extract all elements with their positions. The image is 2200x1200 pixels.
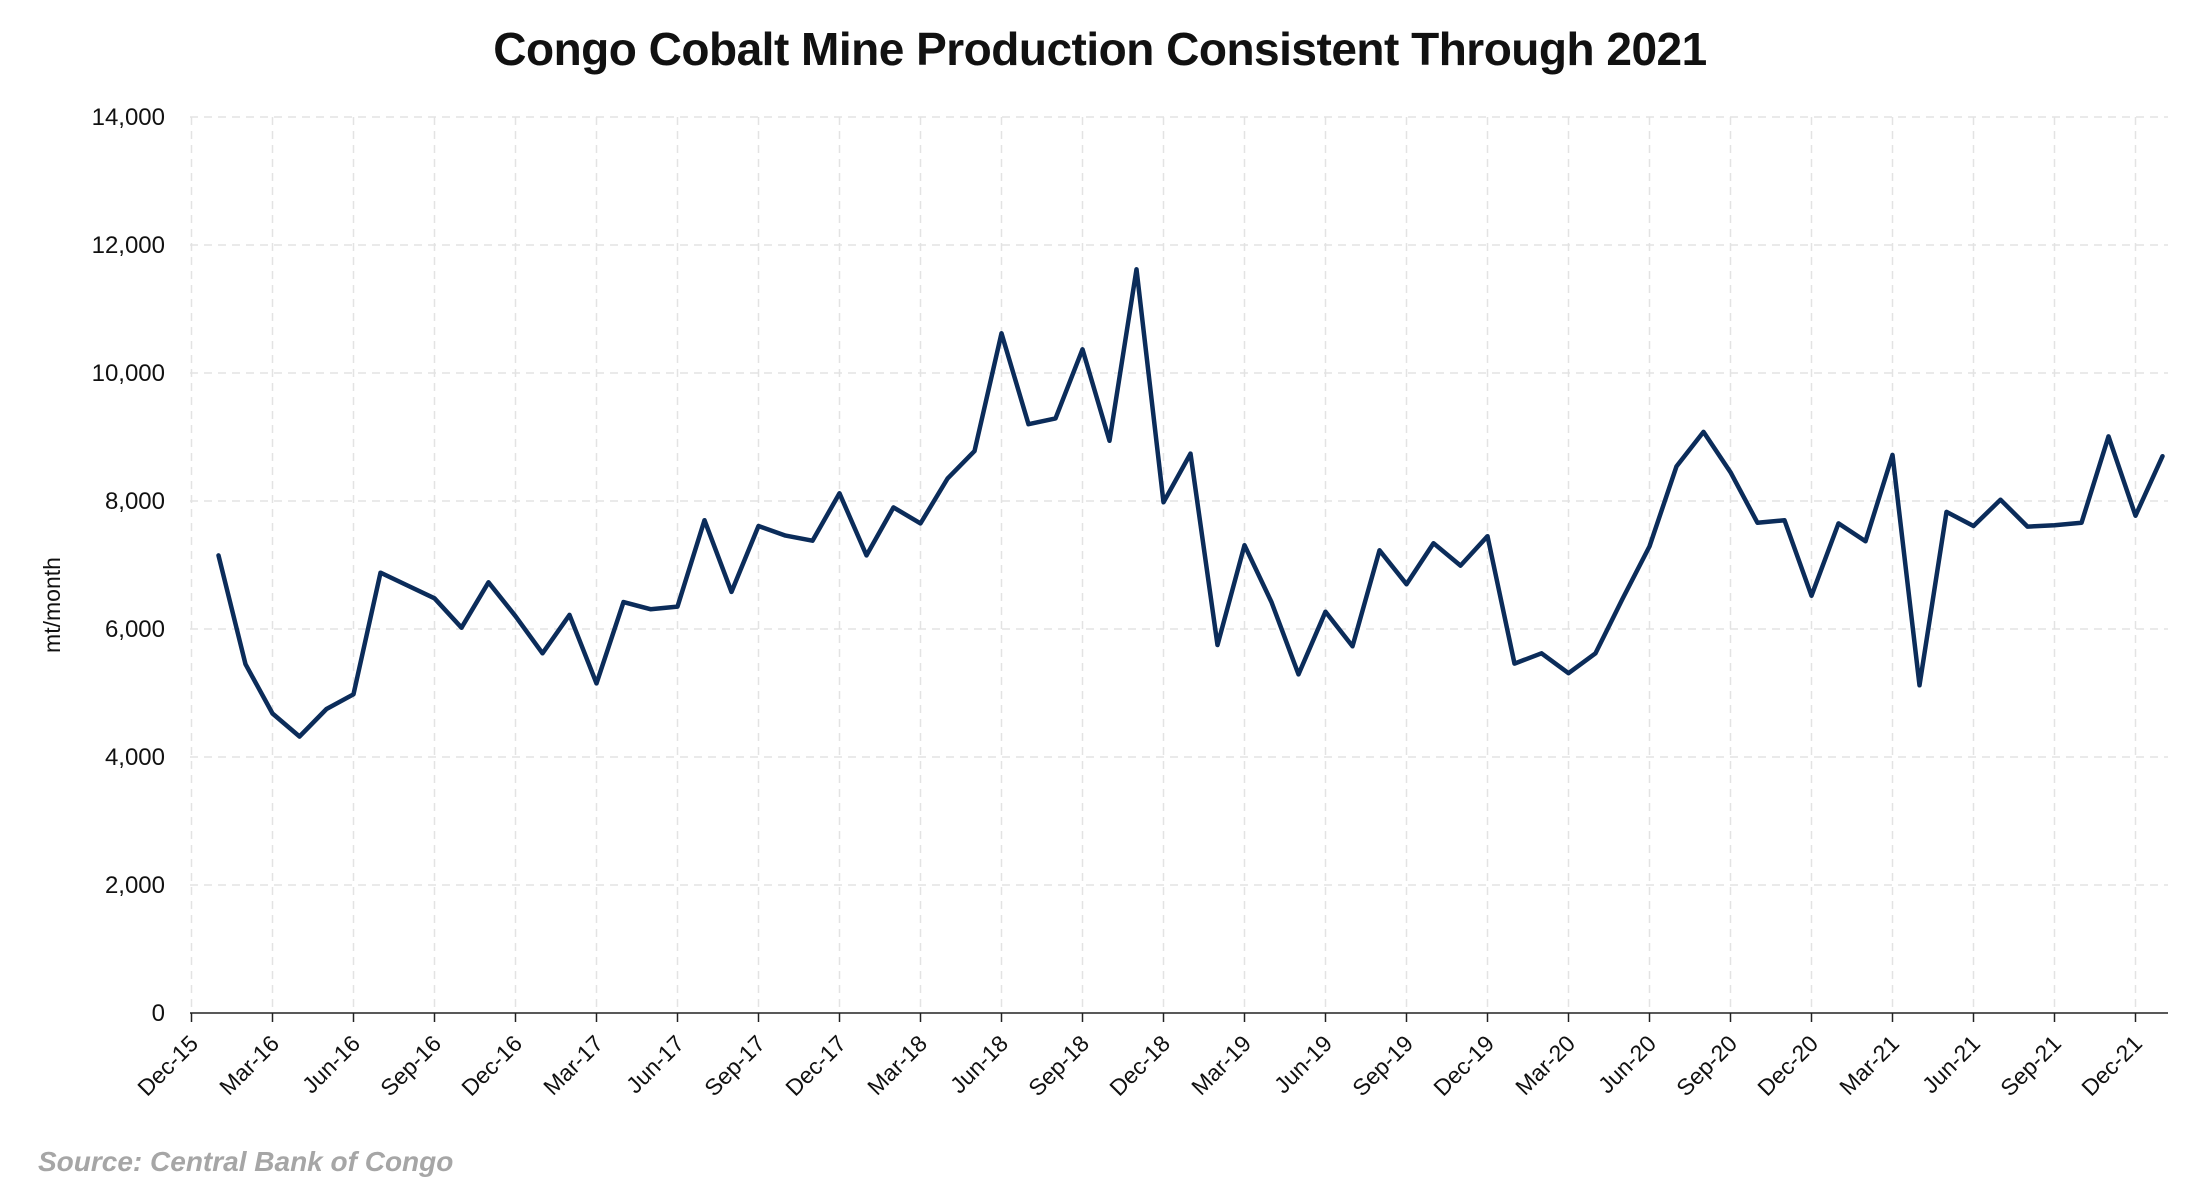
x-tick-label: Jun-20 [1593,1030,1661,1098]
y-tick-labels: 0 2,000 4,000 6,000 8,000 10,000 12,000 14,000 [92,104,165,1027]
x-tick-label: Mar-16 [214,1030,284,1100]
x-tick-label: Jun-16 [297,1030,365,1098]
x-tick-label: Mar-17 [538,1030,608,1100]
x-tick-label: Sep-19 [1347,1030,1418,1101]
y-tick-label: 2,000 [105,872,165,899]
y-tick-label: 6,000 [105,616,165,643]
x-tick-label: Sep-20 [1671,1030,1742,1101]
grid [190,116,2168,1013]
y-tick-label: 8,000 [105,488,165,515]
source-note: Source: Central Bank of Congo [38,1146,454,1177]
x-tick-label: Dec-15 [132,1030,203,1101]
x-tick-label: Mar-19 [1186,1030,1256,1100]
x-tick-label: Mar-21 [1834,1030,1904,1100]
y-tick-label: 4,000 [105,744,165,771]
series [216,267,2165,739]
x-tick-labels: Dec-15 Mar-16 Jun-16 Sep-16 Dec-16 Mar-17 Jun-… [132,1030,2147,1101]
y-axis-label: mt/month [39,557,65,653]
x-tick-label: Mar-20 [1510,1030,1580,1100]
chart-title: Congo Cobalt Mine Production Consistent … [493,23,1707,75]
x-tick-label: Jun-19 [1269,1030,1337,1098]
y-tick-label: 14,000 [92,104,165,131]
axes [190,1012,2168,1022]
x-tick-label: Dec-19 [1428,1030,1499,1101]
x-tick-label: Jun-18 [945,1030,1013,1098]
series-line [216,267,2165,739]
x-tick-label: Dec-17 [780,1030,851,1101]
x-tick-label: Jun-17 [621,1030,689,1098]
x-tick-label: Dec-20 [1752,1030,1823,1101]
x-tick-label: Jun-21 [1917,1030,1985,1098]
x-tick-label: Sep-21 [1995,1030,2066,1101]
y-tick-label: 10,000 [92,360,165,387]
y-tick-label: 0 [152,1000,165,1027]
x-tick-label: Dec-16 [456,1030,527,1101]
x-tick-label: Mar-18 [862,1030,932,1100]
x-tick-label: Dec-18 [1104,1030,1175,1101]
x-tick-label: Sep-16 [375,1030,446,1101]
y-tick-label: 12,000 [92,232,165,259]
x-tick-label: Sep-17 [699,1030,770,1101]
x-tick-label: Sep-18 [1023,1030,1094,1101]
x-tick-label: Dec-21 [2076,1030,2147,1101]
